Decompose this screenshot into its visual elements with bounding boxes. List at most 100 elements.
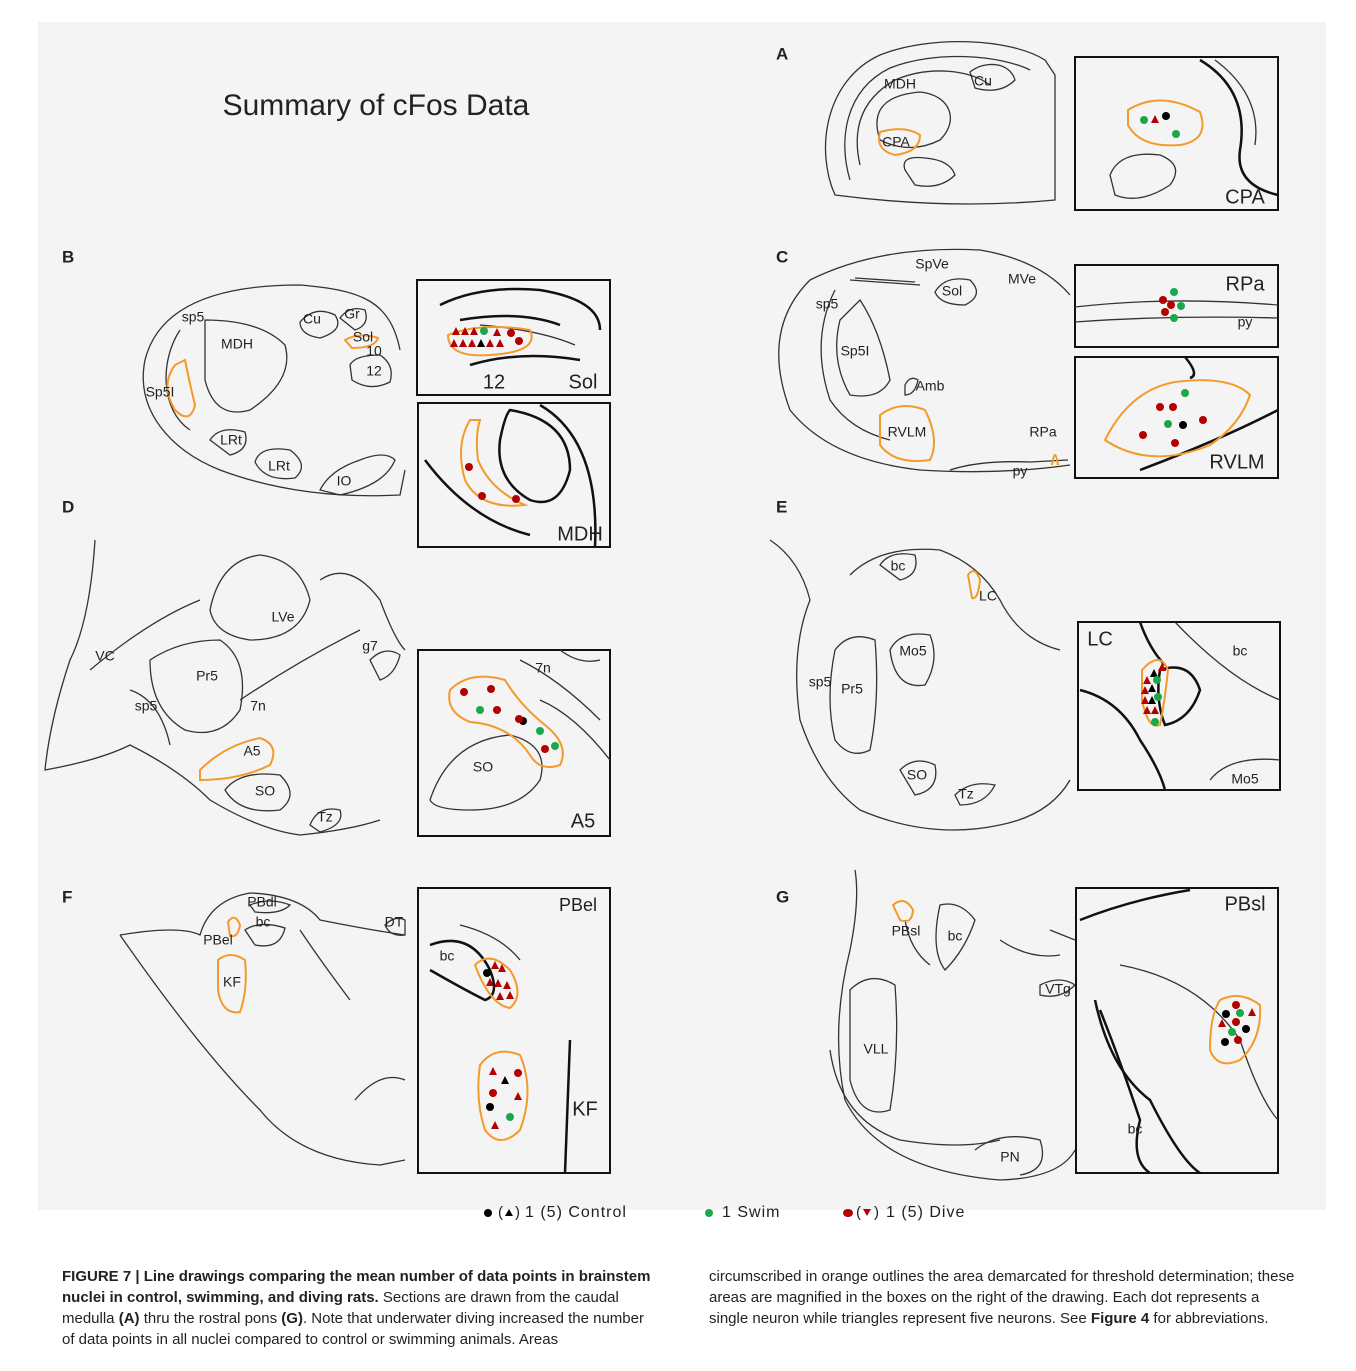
neuron-dot [1167, 301, 1175, 309]
region-label: bc [948, 928, 963, 944]
region-label: Pr5 [841, 681, 863, 697]
region-label: DT [385, 914, 404, 930]
region-label: Cu [974, 73, 992, 89]
page: Summary of cFos Data A MDH Cu CPA CPA B [0, 0, 1356, 1371]
neuron-dot [483, 969, 491, 977]
panel-letter: G [776, 887, 789, 906]
neuron-dot [1232, 1001, 1240, 1009]
inset-label: PBsl [1224, 893, 1265, 915]
neuron-dot [1164, 420, 1172, 428]
neuron-dot [1154, 693, 1162, 701]
neuron-dot [515, 715, 523, 723]
region-label: Amb [916, 378, 945, 394]
anatomy-line [863, 1209, 871, 1216]
region-label: Gr [344, 306, 360, 322]
region-label: VC [95, 648, 114, 664]
legend-label: 1 (5) Control [525, 1204, 627, 1221]
inset-label: SO [473, 759, 493, 775]
region-label: SpVe [915, 256, 949, 272]
region-label: 7n [250, 698, 266, 714]
neuron-dot [1179, 421, 1187, 429]
region-label: VTg [1045, 981, 1071, 997]
legend-symbol: ) [874, 1204, 879, 1221]
region-label: PBsl [892, 923, 921, 939]
neuron-dot [1172, 130, 1180, 138]
region-label: sp5 [182, 309, 205, 325]
region-label: PBdl [247, 894, 277, 910]
neuron-dot [476, 706, 484, 714]
panel-letter: A [776, 44, 788, 63]
inset-label: MDH [557, 523, 603, 545]
figure: Summary of cFos Data A MDH Cu CPA CPA B [0, 0, 1356, 1250]
region-label: LC [979, 588, 997, 604]
neuron-dot [1170, 288, 1178, 296]
region-label: sp5 [135, 698, 158, 714]
region-label: Sp5I [146, 384, 175, 400]
panel-letter: C [776, 247, 788, 266]
region-label: g7 [362, 638, 378, 654]
region-label: Sp5I [841, 343, 870, 359]
inset-label: py [1238, 314, 1253, 330]
legend: ( ) 1 (5) Control 1 Swim ( ) 1 (5) Dive [484, 1204, 965, 1221]
region-label: LRt [220, 432, 242, 448]
region-label: 10 [366, 343, 382, 359]
inset-label: PBel [559, 895, 597, 915]
region-label: bc [256, 914, 271, 930]
region-label: CPA [882, 134, 910, 150]
inset-label: Sol [569, 371, 598, 393]
neuron-dot [1169, 403, 1177, 411]
neuron-dot [486, 1103, 494, 1111]
inset-label: RVLM [1209, 451, 1264, 473]
legend-label: 1 (5) Dive [886, 1204, 965, 1221]
neuron-dot [487, 685, 495, 693]
inset-label: bc [440, 948, 455, 964]
region-label: Tz [958, 786, 974, 802]
inset-label: 7n [535, 660, 551, 676]
neuron-dot [478, 492, 486, 500]
region-label: SO [907, 767, 927, 783]
region-label: RVLM [888, 424, 927, 440]
region-label: Mo5 [899, 643, 926, 659]
anatomy-line [484, 1209, 492, 1217]
neuron-dot [1170, 314, 1178, 322]
panel-letter: F [62, 887, 72, 906]
neuron-dot [1199, 416, 1207, 424]
neuron-dot [1242, 1025, 1250, 1033]
region-label: sp5 [816, 296, 839, 312]
region-label: PN [1000, 1149, 1019, 1165]
figure-caption: FIGURE 7 | Line drawings comparing the m… [62, 1266, 1300, 1350]
legend-symbol: ( [856, 1204, 861, 1221]
region-label: PBel [203, 932, 233, 948]
neuron-dot [1234, 1036, 1242, 1044]
neuron-dot [1139, 431, 1147, 439]
neuron-dot [541, 745, 549, 753]
neuron-dot [507, 329, 515, 337]
region-label: IO [337, 473, 352, 489]
inset-label: RPa [1226, 273, 1266, 295]
region-label: MDH [221, 336, 253, 352]
neuron-dot [1161, 308, 1169, 316]
neuron-dot [465, 463, 473, 471]
region-label: VLL [864, 1041, 889, 1057]
neuron-dot [1221, 1038, 1229, 1046]
region-label: RPa [1029, 424, 1056, 440]
region-label: py [1013, 463, 1028, 479]
figure-background [38, 22, 1326, 1210]
caption-segment: thru the rostral pons [140, 1310, 282, 1327]
caption-segment: for abbreviations. [1149, 1310, 1268, 1327]
region-label: Pr5 [196, 668, 218, 684]
neuron-dot [1151, 718, 1159, 726]
region-label: SO [255, 783, 275, 799]
neuron-dot [1140, 116, 1148, 124]
neuron-dot [480, 327, 488, 335]
anatomy-line [705, 1209, 713, 1217]
inset-label: LC [1087, 628, 1113, 650]
panel-letter: B [62, 247, 74, 266]
inset-label: bc [1128, 1121, 1143, 1137]
region-label: 12 [366, 363, 382, 379]
caption-segment: (G) [281, 1310, 303, 1327]
figure-title: Summary of cFos Data [223, 89, 530, 122]
region-label: sp5 [809, 674, 832, 690]
neuron-dot [514, 1069, 522, 1077]
caption-segment: Figure 4 [1091, 1310, 1149, 1327]
